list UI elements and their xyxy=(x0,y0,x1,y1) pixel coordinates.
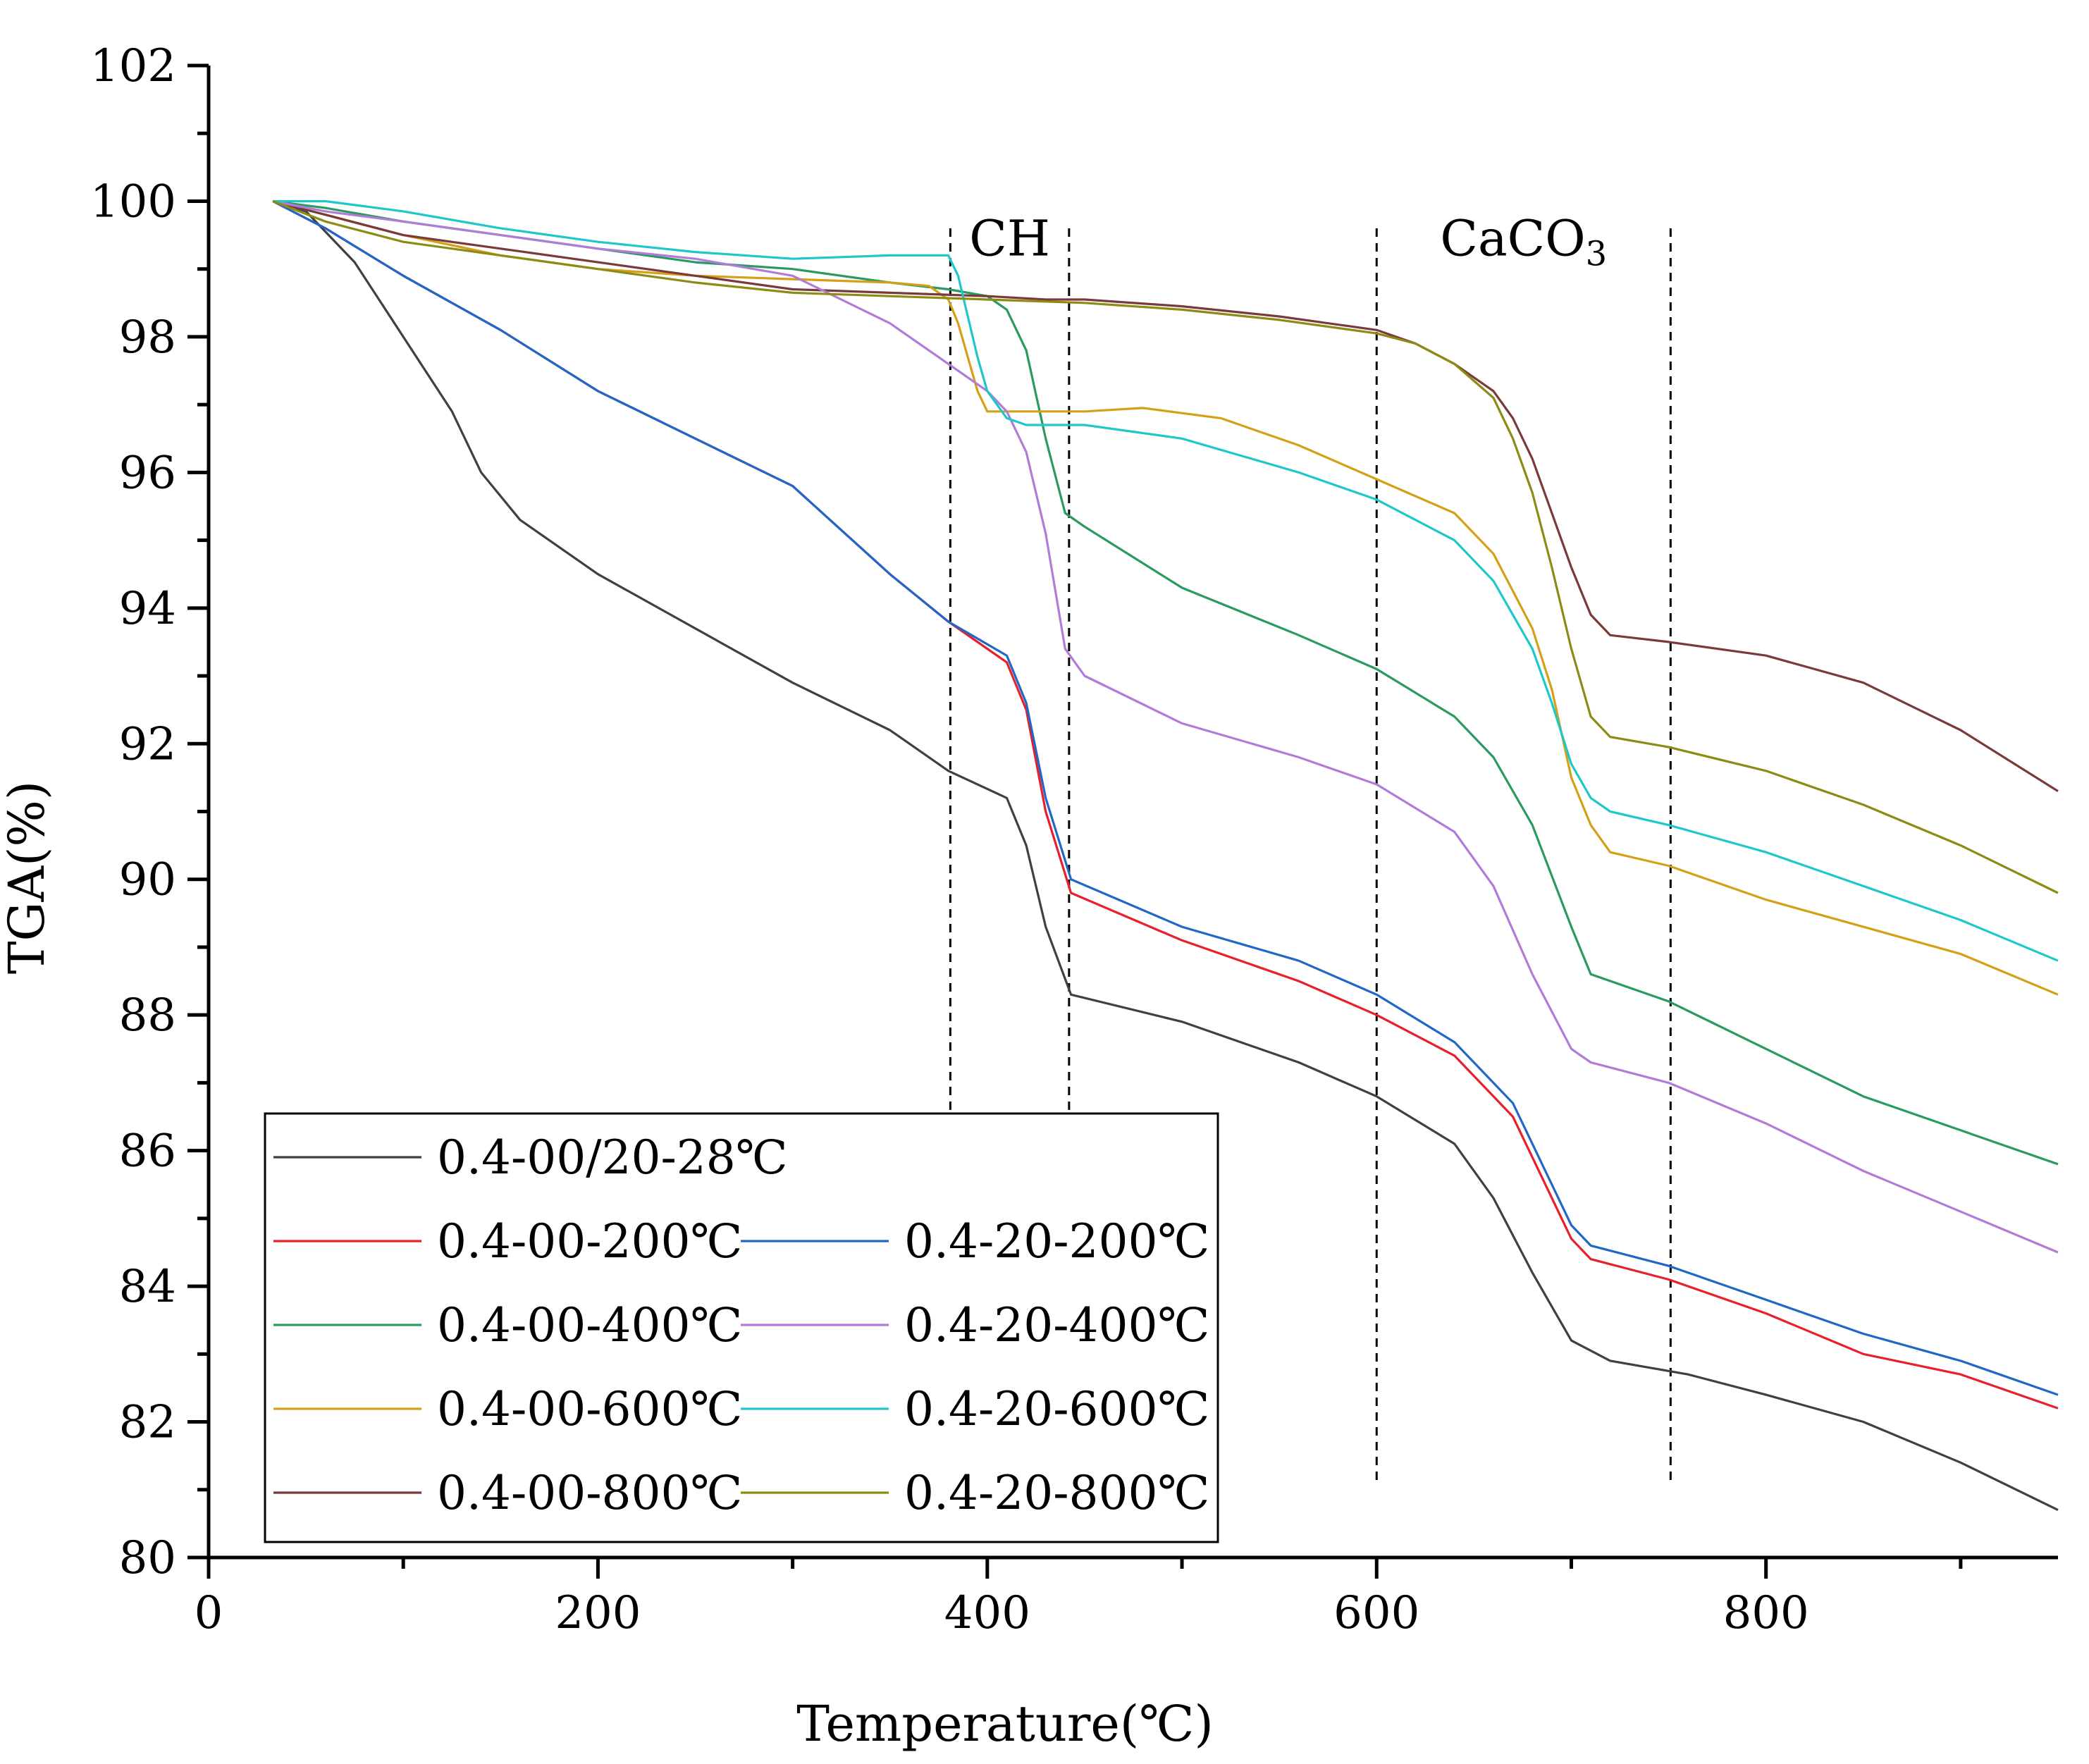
legend-label: 0.4-00-800℃ xyxy=(437,1466,742,1520)
series-line xyxy=(272,199,2059,1512)
y-tick-label: 90 xyxy=(119,854,176,906)
legend-box xyxy=(264,1112,1219,1543)
data-lines xyxy=(272,199,2059,1512)
x-axis-title: Temperature(℃) xyxy=(796,1695,1214,1753)
y-tick-label: 102 xyxy=(90,40,176,92)
legend-label: 0.4-20-600℃ xyxy=(904,1382,1209,1436)
legend-label: 0.4-00-400℃ xyxy=(437,1298,742,1352)
legend-label: 0.4-20-400℃ xyxy=(904,1298,1209,1352)
series-line xyxy=(273,199,2059,962)
x-tick-label: 0 xyxy=(195,1587,223,1639)
y-tick-label: 94 xyxy=(119,583,176,635)
x-tick-label: 600 xyxy=(1333,1587,1419,1639)
region-label: CaCO3 xyxy=(1440,209,1607,273)
legend-label: 0.4-20-200℃ xyxy=(904,1214,1209,1269)
y-axis-title: TGA(%) xyxy=(0,781,56,974)
y-tick-label: 88 xyxy=(119,989,176,1042)
y-tick-label: 80 xyxy=(119,1532,176,1584)
y-tick-label: 82 xyxy=(119,1397,176,1449)
series-line xyxy=(272,199,2059,1166)
series-line xyxy=(272,200,2059,894)
legend-label: 0.4-00-200℃ xyxy=(437,1214,742,1269)
legend-label: 0.4-20-800℃ xyxy=(904,1466,1209,1520)
y-tick-label: 98 xyxy=(119,312,176,364)
x-tick-label: 800 xyxy=(1723,1587,1809,1639)
region-markers: CH CaCO3 xyxy=(949,209,1672,1484)
ticks: 80 82 84 86 88 90 92 94 96 98 100 102 0 200 400 600 800 xyxy=(90,40,1963,1639)
series-line xyxy=(272,199,2059,1254)
legend-label: 0.4-00/20-28℃ xyxy=(437,1130,788,1185)
series-line xyxy=(272,200,2059,1396)
y-tick-label: 96 xyxy=(119,447,176,499)
y-tick-label: 84 xyxy=(119,1261,176,1313)
x-tick-label: 200 xyxy=(555,1587,641,1639)
legend: 0.4-00/20-28℃ 0.4-00-200℃ 0.4-20-200℃ 0.4-0… xyxy=(264,1112,1219,1543)
series-line xyxy=(272,199,2059,996)
x-tick-label: 400 xyxy=(944,1587,1030,1639)
y-tick-label: 86 xyxy=(119,1125,176,1178)
region-label-subscript: 3 xyxy=(1586,234,1608,273)
y-tick-label: 92 xyxy=(119,718,176,770)
y-tick-label: 100 xyxy=(90,175,176,228)
region-label: CH xyxy=(969,209,1050,267)
series-line xyxy=(272,199,2059,792)
legend-label: 0.4-00-600℃ xyxy=(437,1382,742,1436)
